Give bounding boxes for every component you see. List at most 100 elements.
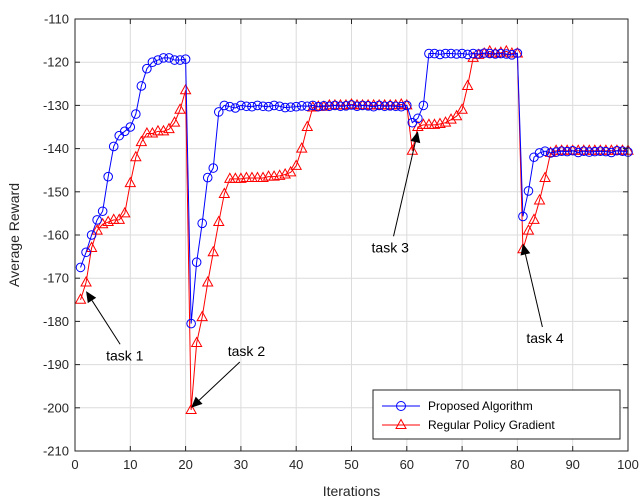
data-point <box>461 79 474 90</box>
data-point <box>146 126 159 138</box>
annotation-arrow-shaft <box>393 141 416 237</box>
legend-label-proposed: Proposed Algorithm <box>428 399 533 413</box>
data-point <box>163 122 175 134</box>
annotation-4: task 4 <box>520 243 564 346</box>
data-point <box>534 148 545 158</box>
data-point <box>319 101 329 111</box>
annotation-3: task 3 <box>372 131 421 255</box>
data-point <box>279 167 291 179</box>
data-point <box>113 213 126 224</box>
data-point <box>446 48 456 59</box>
data-point <box>252 100 263 111</box>
x-tick-label: 30 <box>234 457 248 472</box>
data-point <box>522 224 535 235</box>
data-point <box>190 336 203 347</box>
y-tick-label: -170 <box>43 271 69 286</box>
data-point <box>136 81 147 91</box>
y-tick-label: -140 <box>43 141 69 156</box>
data-point <box>207 245 220 257</box>
y-tick-label: -130 <box>43 98 69 113</box>
data-point <box>450 109 463 121</box>
data-point <box>512 48 523 58</box>
data-point <box>413 113 423 124</box>
data-point <box>258 101 268 112</box>
y-tick-label: -200 <box>43 400 69 415</box>
data-point <box>196 310 209 322</box>
data-point <box>208 163 219 173</box>
y-tick-label: -160 <box>43 228 69 243</box>
data-point <box>484 48 495 59</box>
data-point <box>528 213 540 224</box>
data-point <box>241 101 252 112</box>
data-point <box>91 224 103 235</box>
data-point <box>169 55 180 65</box>
annotation-arrow-shaft <box>524 254 543 328</box>
data-point <box>185 403 197 414</box>
data-point <box>473 49 484 59</box>
x-tick-label: 70 <box>455 457 469 472</box>
data-point <box>81 247 91 258</box>
data-point <box>606 147 617 158</box>
data-point <box>612 145 622 156</box>
data-point <box>390 101 401 112</box>
data-point <box>368 101 379 112</box>
data-point <box>274 101 285 112</box>
data-point <box>174 103 186 114</box>
annotation-arrow-head <box>410 131 421 144</box>
y-axis-title: Average Reward <box>6 183 22 287</box>
x-tick-label: 90 <box>565 457 579 472</box>
data-point <box>462 49 473 60</box>
data-point <box>135 135 148 147</box>
data-point <box>451 49 462 59</box>
data-point <box>573 147 584 158</box>
series-line <box>80 52 629 324</box>
series-layer <box>74 44 634 414</box>
data-point <box>142 63 152 74</box>
data-point <box>157 124 170 136</box>
data-point <box>578 146 589 156</box>
data-point <box>153 55 163 65</box>
data-point <box>219 100 230 111</box>
data-point <box>479 48 490 58</box>
data-point <box>74 293 87 304</box>
data-point <box>439 116 452 127</box>
annotation-arrow-head <box>520 243 531 256</box>
data-point <box>551 147 561 157</box>
data-point <box>85 241 98 252</box>
annotation-layer: task 1 task 2 task 3 task 4 <box>86 131 564 408</box>
x-tick-label: 0 <box>71 457 78 472</box>
data-point <box>496 48 506 59</box>
data-point <box>158 53 169 63</box>
data-point <box>567 145 578 156</box>
data-point <box>545 148 556 158</box>
data-point <box>330 100 340 111</box>
annotation-arrow-head <box>86 291 97 304</box>
x-tick-label: 100 <box>617 457 639 472</box>
data-point <box>280 102 290 113</box>
data-point <box>324 101 335 112</box>
data-point <box>507 50 517 60</box>
data-point <box>518 211 528 222</box>
annotation-1: task 1 <box>86 291 144 363</box>
data-point <box>584 147 595 157</box>
data-point <box>357 100 368 111</box>
data-point <box>379 101 390 112</box>
data-point <box>556 146 567 156</box>
data-point <box>302 101 313 112</box>
data-point <box>236 100 246 111</box>
data-point <box>429 48 440 59</box>
data-point <box>284 165 297 177</box>
data-point <box>129 150 142 162</box>
data-point <box>457 48 467 59</box>
data-point <box>80 275 92 287</box>
data-point <box>175 55 185 65</box>
data-point <box>335 101 346 112</box>
y-tick-label: -120 <box>43 55 69 70</box>
x-tick-label: 50 <box>344 457 358 472</box>
legend-box <box>372 389 621 440</box>
y-tick-label: -110 <box>44 12 69 27</box>
data-point <box>285 102 296 112</box>
x-tick-label: 10 <box>123 457 137 472</box>
data-point <box>225 101 235 112</box>
data-point <box>385 101 396 111</box>
